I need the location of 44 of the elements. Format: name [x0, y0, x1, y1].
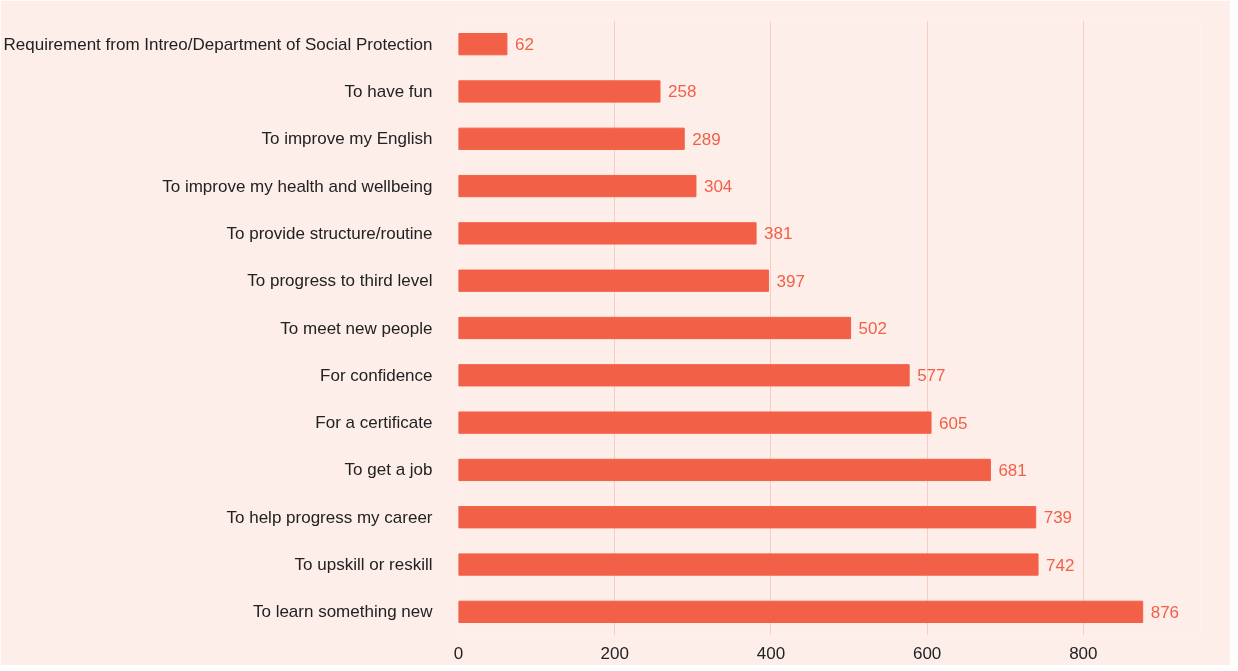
- data-label: 577: [917, 366, 946, 386]
- bar: [458, 553, 1039, 576]
- y-tick-label: To meet new people: [280, 318, 433, 338]
- bar: [458, 80, 661, 103]
- y-tick-label: For confidence: [320, 365, 433, 385]
- x-tick-label: 800: [1069, 643, 1098, 663]
- y-tick-label: To have fun: [344, 81, 433, 101]
- bar: [458, 411, 932, 434]
- y-tick-label: To provide structure/routine: [226, 223, 433, 243]
- y-tick-label: To upskill or reskill: [294, 555, 433, 575]
- data-label: 502: [858, 319, 887, 338]
- bar: [458, 458, 991, 482]
- bar: [458, 506, 1037, 529]
- y-tick-label: For a certificate: [315, 413, 433, 433]
- data-label: 289: [692, 129, 721, 149]
- y-tick-label: To improve my English: [261, 129, 433, 149]
- data-label: 876: [1150, 602, 1180, 622]
- bar: [458, 127, 685, 150]
- data-label: 381: [764, 224, 793, 244]
- bar: [458, 174, 697, 198]
- y-tick-label: Requirement from Intreo/Department of Social Protection: [3, 34, 433, 54]
- y-tick-label: To improve my health and wellbeing: [162, 176, 433, 196]
- data-label: 681: [998, 460, 1027, 480]
- bar: [458, 33, 508, 56]
- data-label: 62: [514, 35, 534, 55]
- bar: [458, 600, 1144, 623]
- y-tick-label: To learn something new: [252, 602, 434, 622]
- data-label: 258: [668, 82, 697, 102]
- bar: [458, 222, 757, 245]
- y-tick-label: To help progress my career: [226, 507, 433, 527]
- data-label: 304: [703, 177, 733, 197]
- x-tick-label: 400: [756, 643, 786, 663]
- bar: [458, 316, 852, 340]
- data-label: 605: [939, 413, 968, 433]
- data-label: 742: [1046, 555, 1075, 575]
- x-tick-label: 600: [912, 643, 942, 663]
- y-tick-label: To progress to third level: [247, 271, 433, 291]
- bar: [458, 364, 910, 387]
- bar: [458, 269, 770, 292]
- y-tick-label: To get a job: [344, 460, 433, 480]
- x-tick-label: 0: [453, 643, 464, 663]
- data-label: 397: [776, 271, 805, 291]
- x-tick-label: 200: [600, 643, 629, 663]
- data-label: 739: [1043, 508, 1073, 528]
